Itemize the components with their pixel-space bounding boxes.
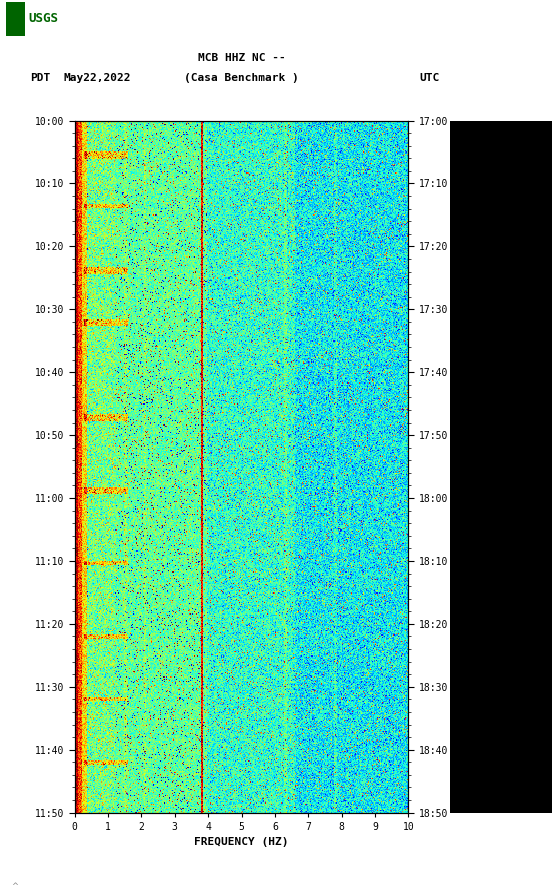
Text: May22,2022: May22,2022 — [63, 72, 131, 83]
Text: UTC: UTC — [420, 72, 440, 83]
Polygon shape — [6, 2, 25, 36]
Text: USGS: USGS — [29, 13, 59, 25]
X-axis label: FREQUENCY (HZ): FREQUENCY (HZ) — [194, 838, 289, 847]
Text: (Casa Benchmark ): (Casa Benchmark ) — [184, 72, 299, 83]
Text: PDT: PDT — [30, 72, 51, 83]
Text: MCB HHZ NC --: MCB HHZ NC -- — [198, 53, 285, 63]
Text: ^: ^ — [11, 881, 18, 890]
